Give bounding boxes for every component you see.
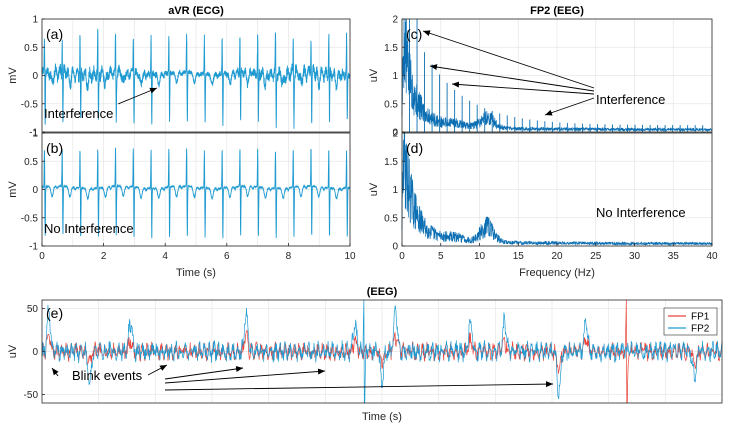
x-tick-label: 10 [344, 251, 356, 262]
annotation-arrow [544, 97, 595, 116]
x-axis-label: Frequency (Hz) [519, 267, 595, 279]
y-tick-label: 0.5 [384, 99, 398, 110]
ecg-trace [41, 147, 351, 239]
annotation-text: No Interference [44, 221, 134, 236]
y-tick-label: 1 [392, 71, 398, 82]
x-tick-label: 0 [399, 251, 405, 262]
x-tick-label: 20 [551, 251, 563, 262]
panel-label: (e) [46, 305, 63, 321]
annotation-arrow [422, 30, 595, 89]
x-tick-label: 15 [513, 251, 525, 262]
panel-b: 10.50-0.5-10 2 4 6 8 10 [21, 129, 356, 263]
y-tick-label: -1 [29, 128, 38, 139]
x-tick-label: 25 [590, 251, 602, 262]
x-tick-label: 35 [668, 251, 680, 262]
y-tick-label: 1 [392, 185, 398, 196]
annotation-text: Interference [44, 106, 113, 121]
y-axis-label: uV [7, 344, 19, 358]
y-tick-label: 0 [32, 185, 38, 196]
annotation-arrows [51, 30, 595, 391]
y-tick-label: -50 [24, 390, 39, 401]
y-tick-label: 1.5 [384, 157, 398, 168]
annotation-arrow [429, 64, 595, 92]
y-tick-label: 1.5 [384, 43, 398, 54]
spectrum-trace [401, 132, 713, 247]
panel-label: (b) [46, 140, 63, 156]
y-tick-label: 0.5 [24, 157, 38, 168]
annotation-arrow [164, 368, 326, 384]
x-tick-label: 4 [162, 251, 168, 262]
y-axis-label: mV [7, 181, 19, 198]
y-tick-label: 2 [392, 15, 398, 26]
y-tick-label: 2 [392, 129, 398, 140]
legend-entry: FP1 [691, 312, 710, 323]
x-axis-label: Time (s) [362, 411, 402, 423]
y-axis-label: uV [368, 68, 380, 82]
x-tick-label: 40 [706, 251, 718, 262]
x-tick-label: 2 [101, 251, 107, 262]
y-tick-label: 0 [32, 71, 38, 82]
y-tick-label: -0.5 [21, 99, 39, 110]
y-axis-label: uV [368, 182, 380, 196]
panel-c: 2 1.5 1 0.5 0 [384, 15, 713, 139]
x-tick-label: 8 [286, 251, 292, 262]
panel-label: (a) [46, 26, 63, 42]
panel-label: (d) [406, 140, 423, 156]
chart-title: (EEG) [367, 286, 398, 298]
panel-label: (c) [406, 26, 422, 42]
annotation-arrow [451, 81, 595, 95]
annotation-text: Interference [596, 92, 665, 107]
y-tick-label: 0 [32, 347, 38, 358]
ecg-trace [41, 28, 351, 129]
y-tick-label: -0.5 [21, 213, 39, 224]
annotation-arrow [147, 364, 168, 376]
interference-harmonics [409, 19, 704, 132]
y-tick-label: 0 [392, 128, 398, 139]
y-tick-label: 1 [32, 15, 38, 26]
annotation-arrow [164, 381, 554, 391]
legend-entry: FP2 [691, 324, 710, 335]
panel-d: 21.510.500 5 10 15 20 25 30 35 40 [384, 129, 718, 263]
y-tick-label: 50 [27, 304, 39, 315]
annotation-arrow [117, 87, 158, 105]
x-tick-label: 6 [224, 251, 230, 262]
chart-title: FP2 (EEG) [530, 5, 584, 17]
series-fp2 [41, 299, 723, 404]
x-tick-label: 10 [474, 251, 486, 262]
annotation-arrow [51, 367, 59, 377]
x-tick-label: 0 [39, 251, 45, 262]
y-tick-label: 0.5 [24, 43, 38, 54]
annotation-text: Blink events [72, 368, 143, 383]
x-tick-label: 5 [438, 251, 444, 262]
y-tick-label: 0 [392, 242, 398, 253]
chart-title: aVR (ECG) [168, 5, 224, 17]
y-tick-label: 1 [32, 129, 38, 140]
x-tick-label: 30 [629, 251, 641, 262]
y-axis-label: mV [7, 67, 19, 84]
spectrum-trace [401, 18, 713, 133]
y-tick-label: -1 [29, 242, 38, 253]
panel-a: 1 0.5 0 -0.5 -1 [21, 15, 351, 139]
annotation-arrow [164, 366, 244, 380]
annotation-text: No Interference [596, 205, 686, 220]
x-axis-label: Time (s) [176, 267, 216, 279]
y-tick-label: 0.5 [384, 213, 398, 224]
